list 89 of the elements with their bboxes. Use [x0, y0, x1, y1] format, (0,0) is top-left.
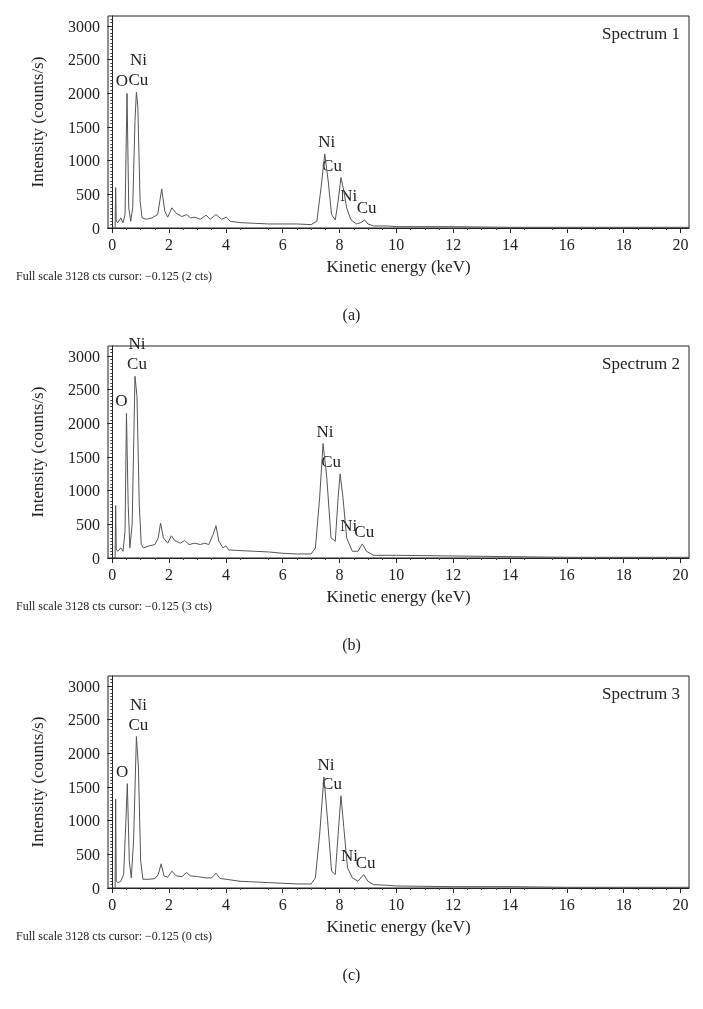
annotation: Cu — [128, 714, 149, 734]
x-tick-label: 4 — [221, 895, 230, 913]
x-tick-label: 4 — [221, 235, 230, 253]
x-tick-label: 18 — [615, 565, 632, 583]
x-axis-title: Kinetic energy (keV) — [326, 917, 471, 936]
annotation: Cu — [127, 354, 148, 374]
x-tick-label: 10 — [388, 895, 405, 913]
x-tick-label: 0 — [108, 565, 117, 583]
annotation: Ni — [318, 131, 336, 151]
annotation: O — [115, 391, 128, 411]
y-tick-label: 3000 — [68, 677, 100, 695]
y-tick-label: 1000 — [68, 812, 100, 830]
text: Spectrum 2 — [602, 354, 680, 373]
x-tick-label: 6 — [278, 565, 287, 583]
annotation: Ni — [316, 421, 334, 441]
y-tick-label: 2500 — [68, 711, 100, 729]
y-tick-label: 0 — [92, 879, 100, 897]
y-tick-label: 2000 — [68, 744, 100, 762]
x-tick-label: 18 — [615, 895, 632, 913]
x-tick-label: 2 — [165, 565, 174, 583]
x-tick-label: 10 — [388, 565, 405, 583]
x-tick-label: 2 — [165, 235, 174, 253]
line-series — [114, 375, 690, 559]
y-tick-label: 1000 — [68, 482, 100, 500]
x-tick-label: 6 — [278, 895, 287, 913]
annotation: Cu — [128, 70, 149, 90]
y-tick-label: 1500 — [68, 778, 100, 796]
annotation: Cu — [321, 451, 342, 471]
text: Spectrum 3 — [602, 684, 680, 703]
y-tick-label: 2500 — [68, 51, 100, 69]
x-tick-label: 20 — [672, 895, 689, 913]
x-axis-title: Kinetic energy (keV) — [326, 587, 471, 606]
x-tick-label: 4 — [221, 565, 230, 583]
y-tick-label: 2500 — [68, 381, 100, 399]
text: (c) — [342, 965, 361, 984]
annotation: Ni — [340, 185, 358, 205]
line-series — [114, 736, 690, 889]
x-tick-label: 16 — [558, 565, 575, 583]
annotation: Cu — [322, 155, 343, 175]
annotation: Ni — [129, 50, 148, 70]
x-tick-label: 16 — [558, 895, 575, 913]
y-axis-title: Intensity (counts/s) — [28, 56, 47, 188]
x-tick-label: 16 — [558, 235, 575, 253]
text: Full scale 3128 cts cursor: −0.125 (2 cts) — [16, 269, 213, 283]
y-tick-label: 1000 — [68, 152, 100, 170]
y-axis-title: Intensity (counts/s) — [28, 716, 47, 848]
x-tick-label: 10 — [388, 235, 405, 253]
annotation: Cu — [356, 197, 377, 217]
annotation: Cu — [322, 773, 343, 793]
y-axis-title: Intensity (counts/s) — [28, 386, 47, 518]
y-tick-label: 2000 — [68, 84, 100, 102]
annotation: O — [115, 71, 129, 91]
text: (a) — [342, 305, 361, 324]
x-tick-label: 12 — [445, 895, 462, 913]
text: Spectrum 1 — [602, 24, 680, 43]
x-tick-label: 0 — [108, 235, 117, 253]
x-tick-label: 8 — [335, 565, 344, 583]
y-tick-label: 2000 — [68, 414, 100, 432]
y-tick-label: 3000 — [68, 17, 100, 35]
line-series — [114, 91, 690, 229]
y-tick-label: 500 — [76, 845, 100, 863]
annotation: Ni — [317, 754, 335, 774]
y-tick-label: 0 — [92, 549, 100, 567]
x-tick-label: 8 — [335, 235, 344, 253]
x-tick-label: 14 — [502, 895, 519, 913]
y-tick-label: 0 — [92, 219, 100, 237]
x-tick-label: 14 — [502, 235, 519, 253]
y-tick-label: 3000 — [68, 347, 100, 365]
x-tick-label: 12 — [445, 235, 462, 253]
y-tick-label: 500 — [76, 515, 100, 533]
y-tick-label: 1500 — [68, 118, 100, 136]
annotation: Ni — [129, 694, 148, 714]
x-tick-label: 20 — [672, 565, 689, 583]
x-tick-label: 20 — [672, 235, 689, 253]
x-axis-title: Kinetic energy (keV) — [326, 257, 471, 276]
x-tick-label: 2 — [165, 895, 174, 913]
y-tick-label: 1500 — [68, 448, 100, 466]
x-tick-label: 12 — [445, 565, 462, 583]
y-tick-label: 500 — [76, 185, 100, 203]
annotation: Ni — [128, 334, 146, 354]
x-tick-label: 18 — [615, 235, 632, 253]
text: Full scale 3128 cts cursor: −0.125 (3 cts) — [16, 599, 213, 613]
x-tick-label: 14 — [502, 565, 519, 583]
x-tick-label: 0 — [108, 895, 117, 913]
annotation: O — [116, 761, 129, 781]
x-tick-label: 6 — [278, 235, 287, 253]
text: (b) — [342, 635, 361, 654]
text: Full scale 3128 cts cursor: −0.125 (0 cts) — [16, 929, 213, 943]
x-tick-label: 8 — [335, 895, 344, 913]
